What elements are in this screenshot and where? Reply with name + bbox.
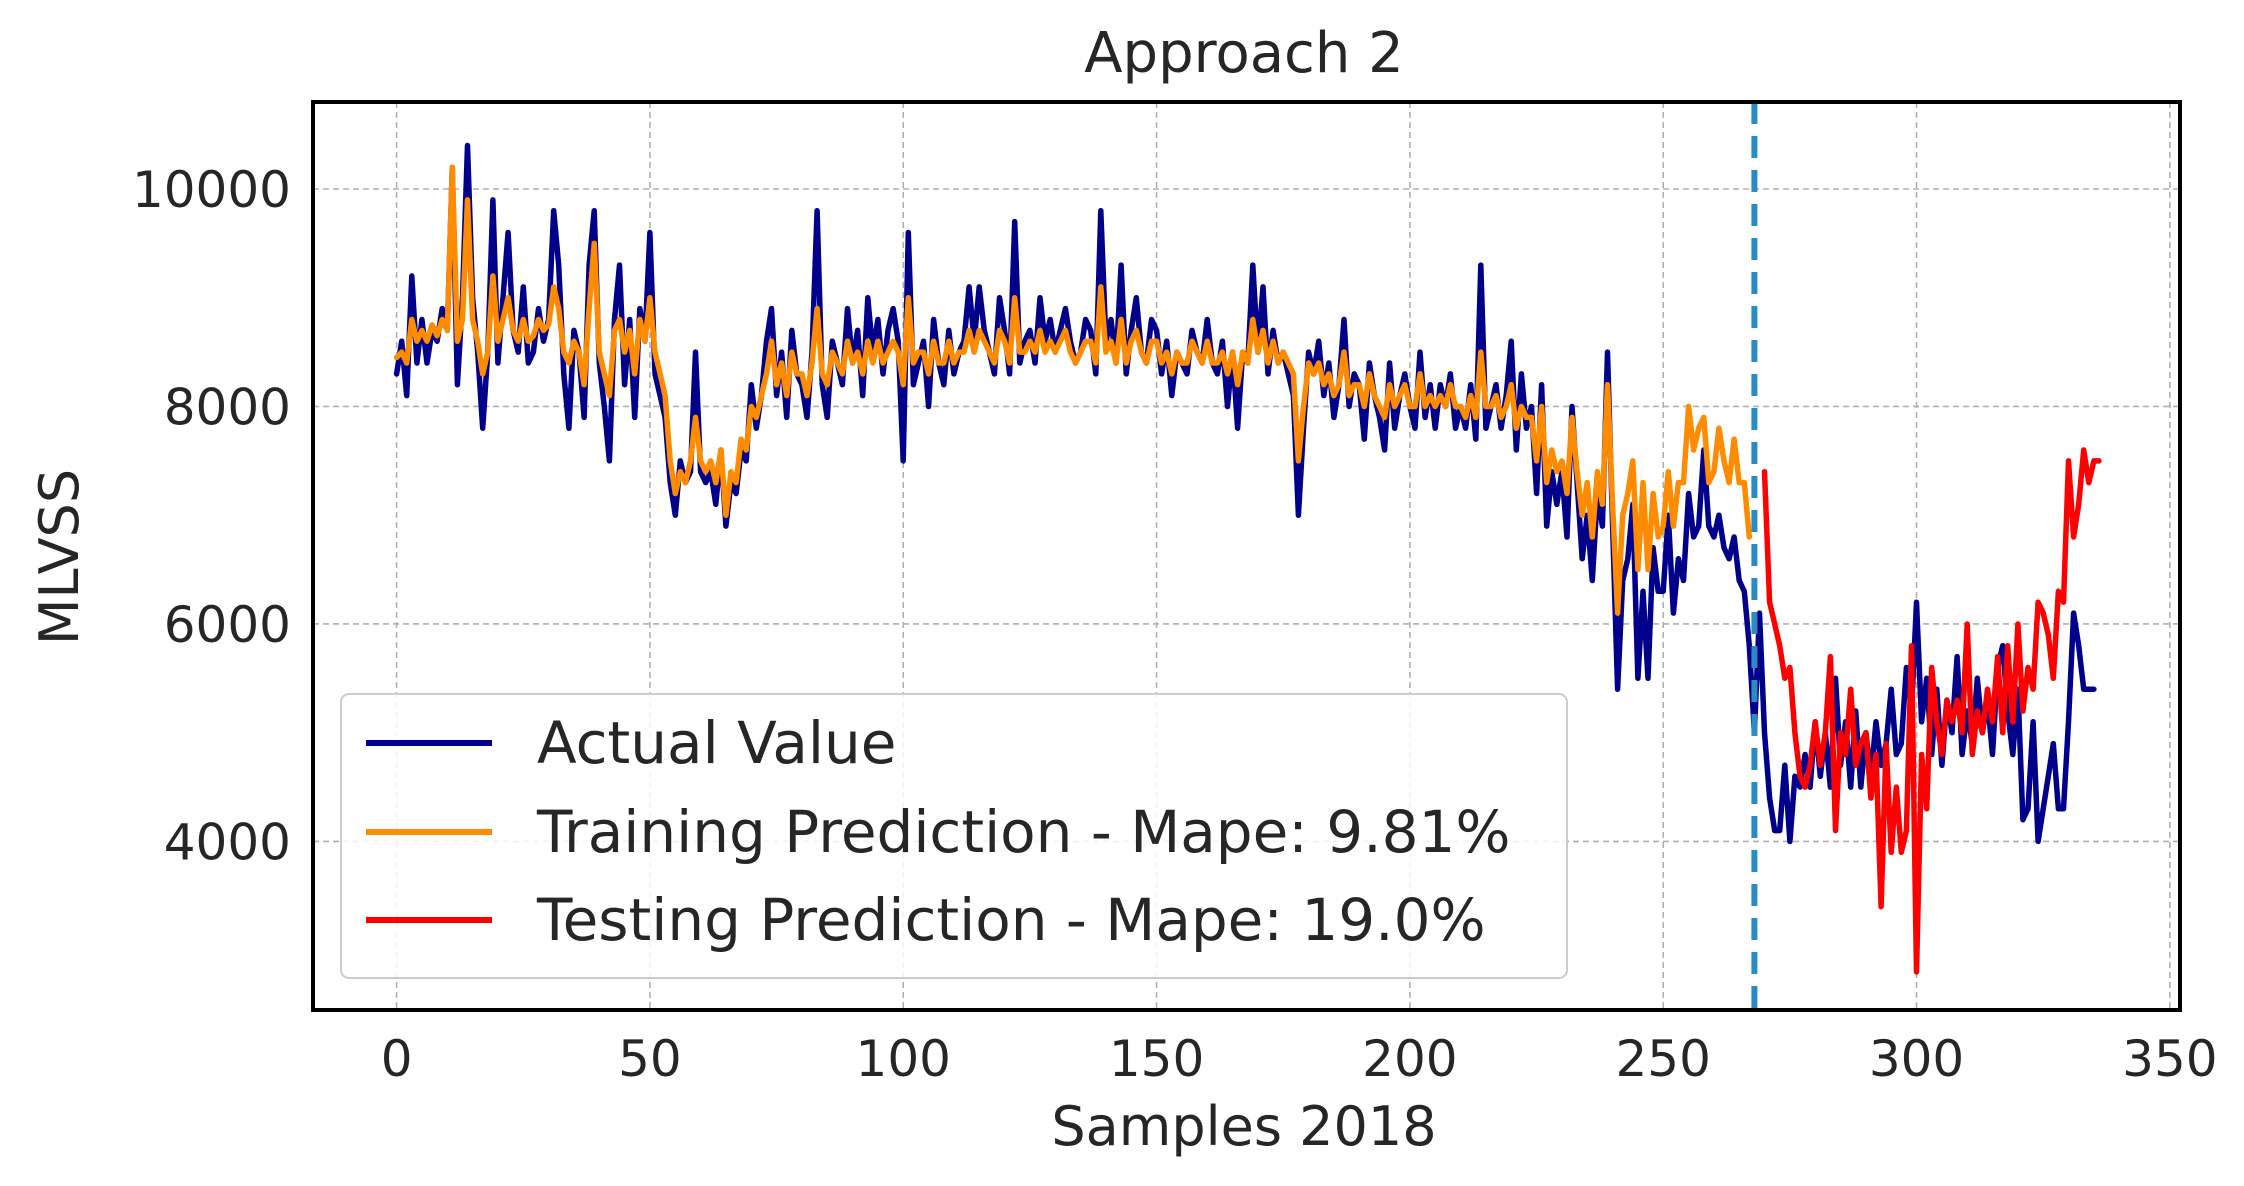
y-tick-label: 8000	[164, 378, 291, 436]
x-tick-label: 350	[2122, 1030, 2217, 1088]
legend-label: Actual Value	[537, 709, 896, 777]
y-tick-label: 4000	[164, 813, 291, 871]
y-tick-label: 10000	[132, 161, 291, 219]
x-tick-label: 100	[856, 1030, 951, 1088]
series-lines	[393, 142, 2102, 975]
axis-ticks: 0 50 100 150 200 250 300 350 4000 6000 8000 10000	[132, 161, 2218, 1088]
y-axis-label: MLVSS	[28, 469, 91, 645]
x-tick-label: 200	[1362, 1030, 1457, 1088]
x-tick-label: 300	[1869, 1030, 1964, 1088]
legend-label: Testing Prediction - Mape: 19.0%	[536, 886, 1486, 954]
testing-prediction-line	[1761, 447, 2102, 975]
y-tick-label: 6000	[164, 596, 291, 654]
x-tick-label: 0	[381, 1030, 413, 1088]
training-prediction-line	[393, 164, 1753, 616]
chart-title: Approach 2	[1084, 21, 1403, 86]
x-tick-label: 50	[618, 1030, 682, 1088]
x-tick-label: 250	[1615, 1030, 1710, 1088]
legend-entries: Actual Value Training Prediction - Mape: …	[366, 709, 1511, 954]
legend-label: Training Prediction - Mape: 9.81%	[536, 798, 1511, 866]
legend-box	[340, 693, 1568, 979]
legend: Actual Value Training Prediction - Mape: …	[340, 693, 1568, 979]
plot-area-frame	[311, 100, 2182, 1012]
x-axis-label: Samples 2018	[1051, 1095, 1436, 1158]
x-tick-label: 150	[1109, 1030, 1204, 1088]
